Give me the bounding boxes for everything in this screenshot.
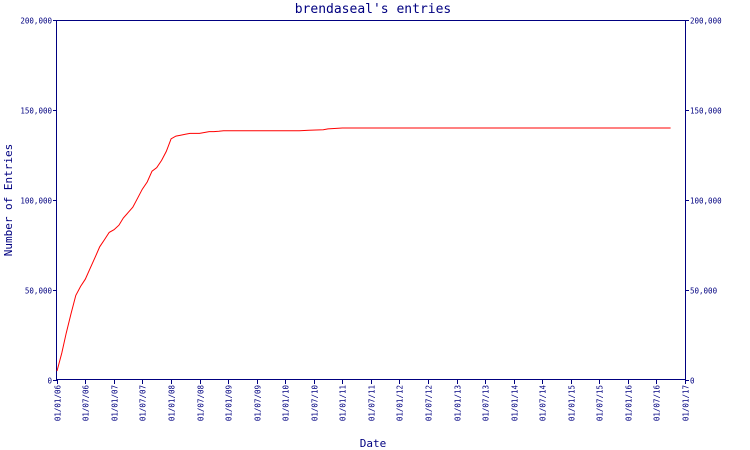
x-axis-label: Date — [360, 437, 387, 450]
y-tick-label-right: 50,000 — [690, 287, 718, 296]
y-tick-label-left: 0 — [47, 377, 52, 386]
x-tick-label: 01/07/11 — [368, 385, 377, 421]
x-tick-label: 01/01/07 — [111, 385, 120, 421]
x-tick-label: 01/01/16 — [625, 385, 634, 422]
y-tick-label-left: 150,000 — [20, 107, 52, 116]
x-tick-label: 01/07/07 — [139, 385, 148, 421]
x-tick-label: 01/01/17 — [682, 385, 691, 421]
x-tick-label: 01/01/13 — [454, 385, 463, 421]
x-tick-label: 01/07/12 — [425, 385, 434, 421]
y-axis-ticks: 0 0 50,000 50,000 100,000 100,000 150,000 150,0… — [20, 17, 722, 386]
x-tick-label: 01/07/13 — [482, 385, 491, 421]
y-tick-label-right: 100,000 — [690, 197, 722, 206]
x-tick-label: 01/07/14 — [539, 385, 548, 422]
x-tick-label: 01/07/08 — [197, 385, 206, 422]
x-tick-label: 01/07/16 — [653, 385, 662, 422]
y-tick-label-right: 0 — [690, 377, 695, 386]
x-tick-label: 01/01/06 — [54, 385, 63, 422]
chart-title: brendaseal's entries — [295, 2, 452, 17]
x-tick-label: 01/01/15 — [568, 385, 577, 421]
y-tick-label-right: 200,000 — [690, 17, 722, 26]
y-tick-label-left: 100,000 — [20, 197, 52, 206]
x-tick-label: 01/07/06 — [82, 385, 91, 422]
y-tick-label-left: 200,000 — [20, 17, 52, 26]
y-tick-label-left: 50,000 — [25, 287, 53, 296]
x-tick-label: 01/07/15 — [596, 385, 605, 421]
x-tick-label: 01/07/10 — [311, 385, 320, 422]
x-tick-label: 01/01/09 — [225, 385, 234, 421]
y-axis-label: Number of Entries — [2, 144, 15, 257]
plot-frame — [56, 20, 686, 380]
series-line — [56, 127, 671, 372]
x-tick-label: 01/01/10 — [282, 385, 291, 422]
y-tick-label-right: 150,000 — [690, 107, 722, 116]
x-tick-label: 01/01/11 — [339, 385, 348, 421]
x-tick-label: 01/01/12 — [396, 385, 405, 421]
x-tick-label: 01/01/08 — [168, 385, 177, 422]
x-tick-label: 01/07/09 — [254, 385, 263, 421]
x-tick-label: 01/01/14 — [511, 385, 520, 422]
x-axis-ticks: 01/01/06 01/07/06 01/01/07 01/07/07 01/01/08… — [54, 380, 691, 421]
